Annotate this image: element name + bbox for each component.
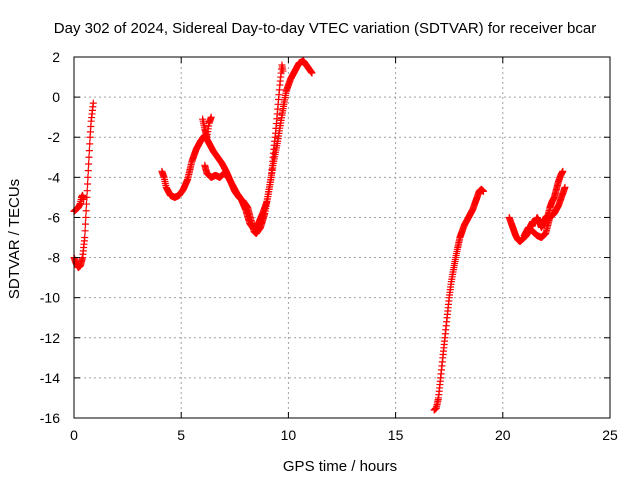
x-tick-label: 25 [602,427,618,443]
plot-frame [73,56,611,419]
data-points [70,57,569,414]
y-axis-ticks: -16 -14 -12 -10 -8 -6 -4 -2 0 2 [40,49,610,426]
data-point [279,67,287,75]
y-tick-label: -6 [48,209,61,225]
data-point [84,173,92,181]
data-point [89,99,97,107]
data-point [84,180,92,188]
data-point [308,69,316,77]
x-axis-label: GPS time / hours [283,458,397,475]
y-tick-label: 2 [52,49,60,65]
x-tick-label: 20 [495,427,511,443]
x-tick-label: 0 [70,427,78,443]
data-point [82,213,90,221]
data-point [85,160,93,168]
data-point [559,167,567,175]
data-point [83,187,91,195]
data-point [480,187,488,195]
y-tick-label: -12 [40,330,60,346]
grid [74,57,610,418]
chart-title: Day 302 of 2024, Sidereal Day-to-day VTE… [54,20,596,37]
data-point [84,167,92,175]
data-point [81,227,89,235]
data-point [81,220,89,228]
y-tick-label: 0 [52,89,60,105]
data-point [85,153,93,161]
x-tick-label: 5 [177,427,185,443]
y-tick-label: -4 [48,169,61,185]
data-point [85,147,93,155]
data-point [81,234,89,241]
data-point [561,183,569,191]
y-tick-label: -14 [40,370,60,386]
x-tick-label: 15 [388,427,404,443]
data-point [86,140,94,148]
data-point [82,207,90,215]
data-point [83,200,91,208]
x-tick-label: 10 [281,427,297,443]
y-tick-label: -8 [48,250,61,266]
y-tick-label: -2 [48,129,61,145]
y-tick-label: -10 [40,290,60,306]
x-axis-ticks: 0 5 10 15 20 25 [70,57,618,443]
data-point [207,113,215,121]
y-tick-label: -16 [40,410,60,426]
y-axis-label: SDTVAR / TECUs [6,179,23,299]
data-point [83,193,91,201]
